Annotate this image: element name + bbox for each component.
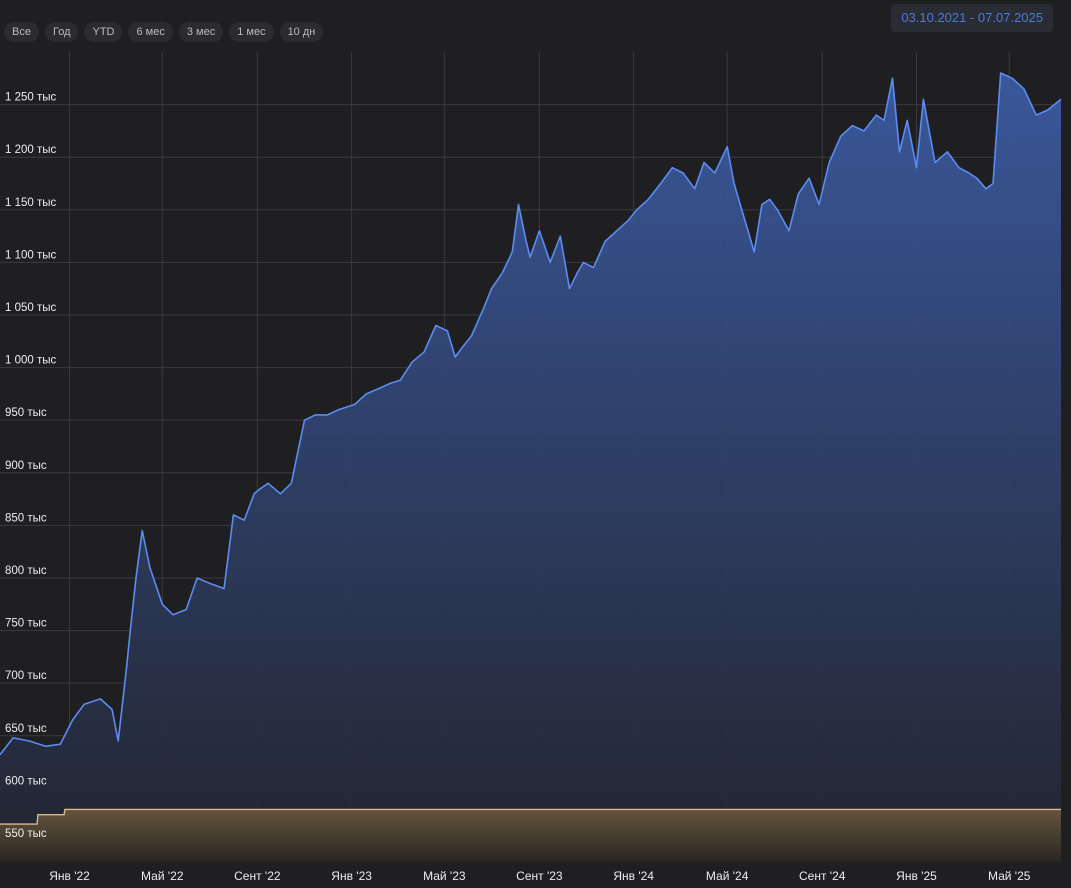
y-tick-label: 550 тыс [5, 828, 47, 840]
y-axis-labels: 550 тыс 600 тыс 650 тыс 700 тыс 750 тыс 800 т… [5, 92, 57, 840]
y-tick-label: 950 тыс [5, 407, 47, 419]
value-series [0, 72, 1062, 756]
range-button-1m[interactable]: 1 мес [229, 22, 274, 42]
value-area [0, 73, 1061, 862]
y-tick-label: 650 тыс [5, 723, 47, 735]
x-tick-label: Янв '25 [896, 869, 937, 883]
y-tick-label: 850 тыс [5, 512, 47, 524]
x-tick-label: Сент '22 [234, 869, 281, 883]
invested-series [0, 808, 1061, 862]
x-tick-label: Май '23 [423, 869, 466, 883]
range-button-ytd[interactable]: YTD [84, 22, 123, 42]
x-tick-label: Сент '23 [516, 869, 563, 883]
x-tick-label: Янв '23 [331, 869, 372, 883]
range-toolbar: Все Год YTD 6 мес 3 мес 1 мес 10 дн [4, 22, 324, 42]
range-button-6m[interactable]: 6 мес [128, 22, 173, 42]
y-tick-label: 1 100 тыс [5, 249, 57, 261]
y-tick-label: 1 150 тыс [5, 197, 57, 209]
invested-line [0, 808, 1061, 825]
y-tick-label: 1 200 тыс [5, 144, 57, 156]
series-area [0, 73, 1061, 862]
y-tick-label: 800 тыс [5, 565, 47, 577]
date-range-picker[interactable]: 03.10.2021 - 07.07.2025 [891, 4, 1053, 32]
value-line [0, 72, 1062, 756]
x-tick-label: Май '22 [141, 869, 184, 883]
x-tick-label: Сент '24 [799, 869, 846, 883]
x-tick-label: Май '24 [706, 869, 749, 883]
x-tick-label: Янв '22 [49, 869, 90, 883]
y-tick-label: 1 050 тыс [5, 302, 57, 314]
invested-area [0, 809, 1061, 862]
y-tick-label: 750 тыс [5, 618, 47, 630]
range-button-3m[interactable]: 3 мес [178, 22, 224, 42]
range-button-all[interactable]: Все [4, 22, 39, 42]
x-tick-label: Янв '24 [613, 869, 654, 883]
y-tick-label: 700 тыс [5, 670, 47, 682]
y-tick-label: 1 000 тыс [5, 355, 57, 367]
y-tick-label: 600 тыс [5, 775, 47, 787]
y-tick-label: 900 тыс [5, 460, 47, 472]
y-tick-label: 1 250 тыс [5, 92, 57, 104]
range-button-10d[interactable]: 10 дн [279, 22, 324, 42]
x-tick-label: Май '25 [988, 869, 1031, 883]
range-button-year[interactable]: Год [44, 22, 79, 42]
x-axis-labels: Янв '22 Май '22 Сент '22 Янв '23 Май '23 Сент… [49, 869, 1031, 883]
